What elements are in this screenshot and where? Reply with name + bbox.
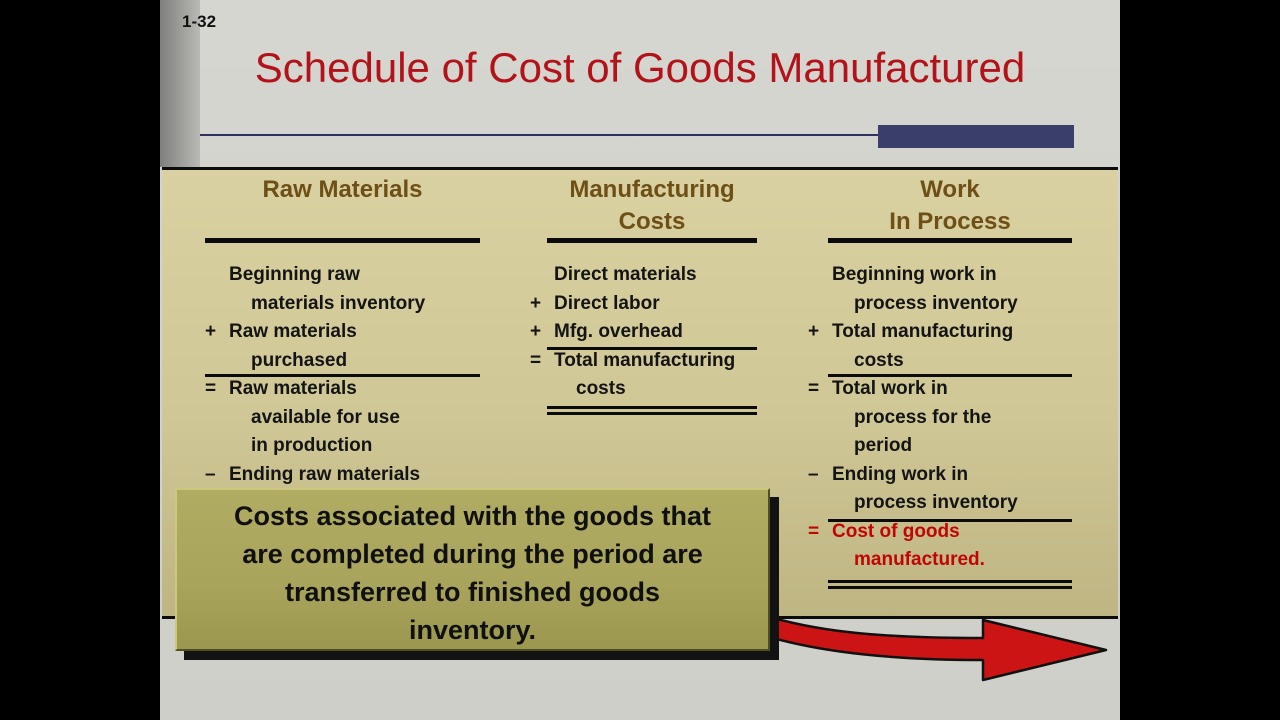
column-header-line1: Manufacturing (569, 176, 735, 203)
schedule-line: + Raw materials (205, 321, 357, 342)
sum-rule (828, 374, 1072, 377)
callout-line2: are completed during the period are (242, 539, 703, 569)
column-rows: Direct materials + Direct labor + Mfg. ove… (530, 263, 765, 406)
schedule-line: process inventory (854, 292, 1018, 314)
schedule-line: available for use (251, 406, 400, 428)
schedule-line: materials inventory (251, 292, 426, 314)
total-double-rule-bottom (828, 586, 1072, 589)
schedule-line: purchased (251, 349, 348, 371)
column-manufacturing-costs: Manufacturing Costs Direct materials + Di… (530, 170, 765, 610)
schedule-line: = Total work in (808, 378, 948, 399)
total-double-rule-top (828, 580, 1072, 583)
left-accent-strip (160, 0, 200, 167)
schedule-line: in production (251, 435, 373, 456)
schedule-line: + Total manufacturing (808, 321, 1014, 342)
slide-number: 1-32 (182, 12, 217, 31)
schedule-line: – Ending raw materials (205, 463, 421, 485)
schedule-line-cogm: = Cost of goods (808, 520, 960, 542)
callout-line3: transferred to finished goods (284, 577, 661, 607)
column-header: Manufacturing Costs (547, 174, 757, 238)
schedule-line: = Raw materials (205, 378, 357, 399)
schedule-line: – Ending work in (808, 463, 969, 485)
callout-line4: inventory. (408, 615, 537, 645)
callout-line1: Costs associated with the goods that (233, 501, 712, 531)
schedule-line: Direct materials (554, 264, 697, 285)
slide-canvas: 1-32 Schedule of Cost of Goods Manufactu… (160, 0, 1120, 720)
schedule-line: costs (854, 349, 904, 371)
column-header-line2: Costs (618, 208, 686, 235)
column-header: Raw Materials (205, 174, 480, 206)
total-double-rule-top (547, 406, 757, 409)
total-double-rule-bottom (547, 412, 757, 415)
header-rule (547, 238, 757, 243)
schedule-line: period (854, 435, 913, 456)
title-underline (200, 134, 1072, 136)
red-right-arrow-icon (740, 598, 1120, 690)
column-header: Work In Process (828, 174, 1072, 238)
column-work-in-process: Work In Process Beginning work in proces… (808, 170, 1072, 610)
slide-title: Schedule of Cost of Goods Manufactured (254, 44, 1026, 91)
schedule-line-cogm: manufactured. (854, 549, 985, 570)
schedule-line: Beginning raw (229, 264, 360, 285)
header-rule (205, 238, 480, 243)
sum-rule (205, 374, 480, 377)
sum-rule (547, 347, 757, 350)
schedule-line: + Mfg. overhead (530, 321, 683, 342)
column-header-line2: Raw Materials (262, 176, 423, 203)
column-rows: Beginning work in process inventory + Tot… (808, 263, 1072, 577)
column-header-line2: In Process (889, 208, 1011, 235)
schedule-line: process inventory (854, 492, 1018, 513)
schedule-line: = Total manufacturing (530, 349, 736, 371)
header-rule (828, 238, 1072, 243)
column-raw-materials: Raw Materials Beginning raw materials in… (205, 170, 480, 610)
column-rows: Beginning raw materials inventory + Raw m… (205, 263, 480, 491)
schedule-line: process for the (854, 406, 992, 428)
sum-rule (828, 519, 1072, 522)
schedule-line: costs (576, 378, 626, 399)
column-header-line1: Work (920, 176, 980, 203)
schedule-line: Beginning work in (832, 264, 997, 285)
title-accent-bar (878, 125, 1074, 148)
schedule-line: + Direct labor (530, 292, 660, 314)
callout-box: Costs associated with the goods that are… (175, 488, 770, 651)
